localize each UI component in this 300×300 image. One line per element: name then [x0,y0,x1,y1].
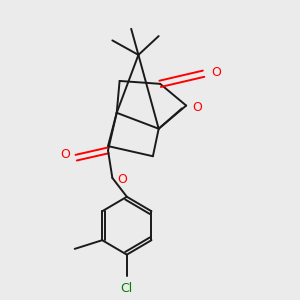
Text: Cl: Cl [121,282,133,295]
Text: O: O [211,66,221,79]
Text: O: O [118,173,128,186]
Text: O: O [192,100,202,113]
Text: O: O [61,148,70,161]
